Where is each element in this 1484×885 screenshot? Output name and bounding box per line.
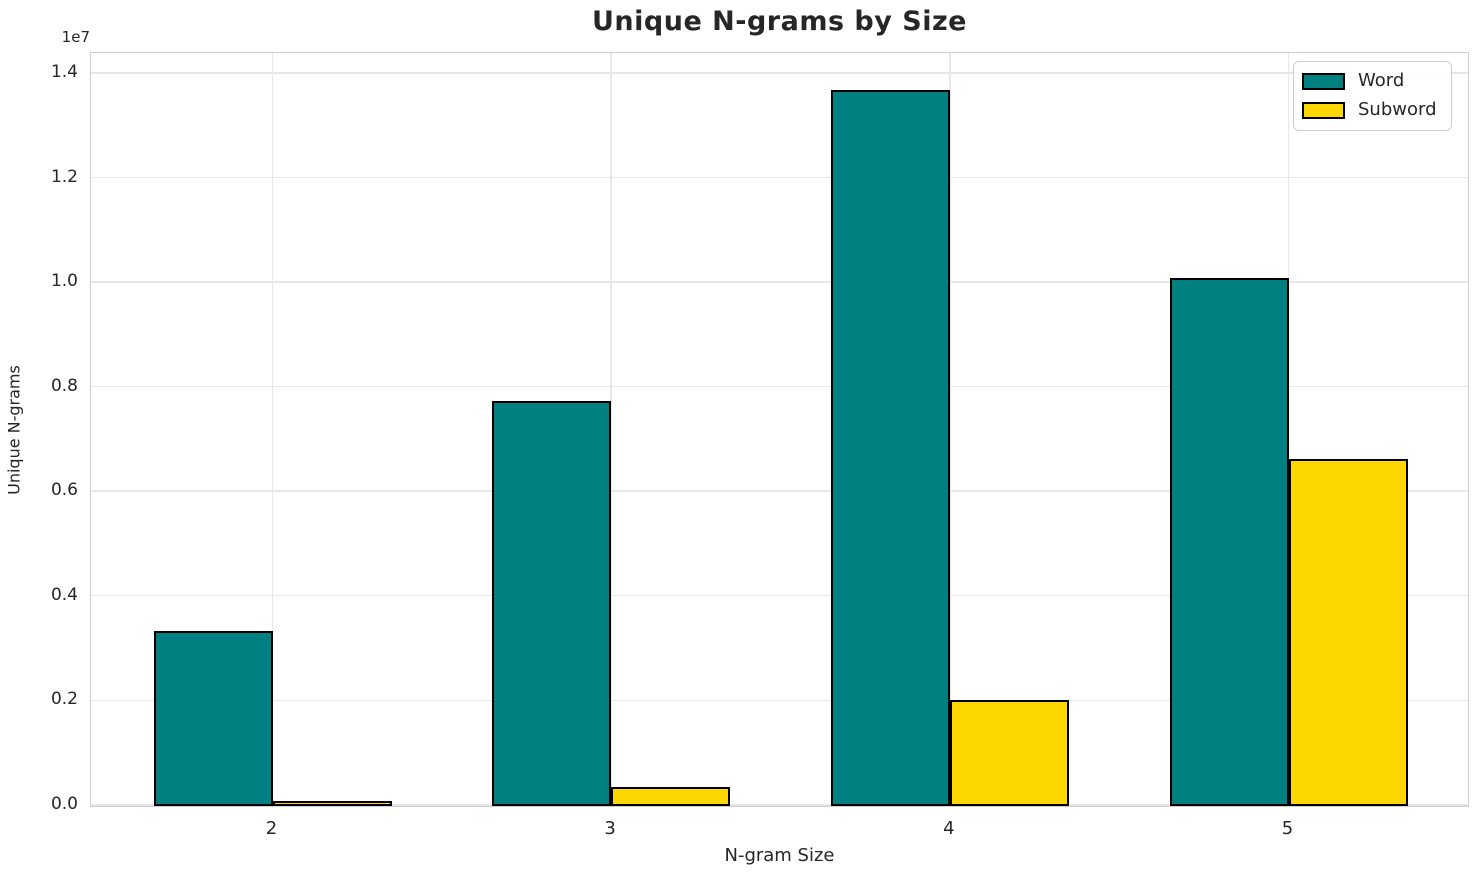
y-tick-label: 0.6 [50,480,78,501]
h-gridline [91,804,1468,806]
bar-word-3 [492,400,612,806]
h-gridline [91,176,1468,179]
legend-swatch-word [1302,72,1345,90]
x-tick-label: 3 [604,818,616,839]
x-tick-label: 5 [1281,818,1294,839]
bar-word-5 [1169,278,1289,806]
bar-subword-5 [1288,458,1408,806]
bar-subword-3 [611,787,731,806]
legend-label: Subword [1358,99,1437,120]
y-axis-label: Unique N-grams [4,365,24,495]
h-gridline [91,72,1468,74]
chart-title: Unique N-grams by Size [592,6,967,37]
bar-word-4 [830,90,950,806]
bar-subword-4 [949,699,1069,806]
y-tick-label: 0.2 [50,689,78,710]
y-axis-offset-label: 1e7 [61,28,90,46]
bar-subword-2 [272,800,392,806]
h-gridline [91,490,1468,492]
legend-label: Word [1358,70,1405,91]
y-tick-label: 1.4 [50,62,78,83]
legend: Word Subword [1293,61,1452,131]
legend-entry-subword: Subword [1302,99,1437,121]
bar-word-2 [153,630,273,806]
x-tick-label: 2 [265,818,278,839]
h-gridline [91,699,1468,702]
v-gridline [949,53,951,806]
y-tick-label: 0.0 [50,793,78,814]
y-tick-label: 1.0 [50,271,78,292]
y-tick-label: 0.4 [50,584,78,605]
y-tick-label: 0.8 [50,375,78,396]
h-gridline [91,281,1468,283]
legend-entry-word: Word [1302,70,1437,92]
v-gridline [1287,53,1290,806]
v-gridline [271,53,274,806]
plot-area [90,52,1469,807]
h-gridline [91,594,1468,597]
h-gridline [91,385,1468,388]
x-axis-label: N-gram Size [724,845,835,866]
x-tick-label: 4 [943,818,955,839]
legend-swatch-subword [1302,101,1345,119]
v-gridline [610,53,612,806]
y-tick-label: 1.2 [50,166,78,187]
